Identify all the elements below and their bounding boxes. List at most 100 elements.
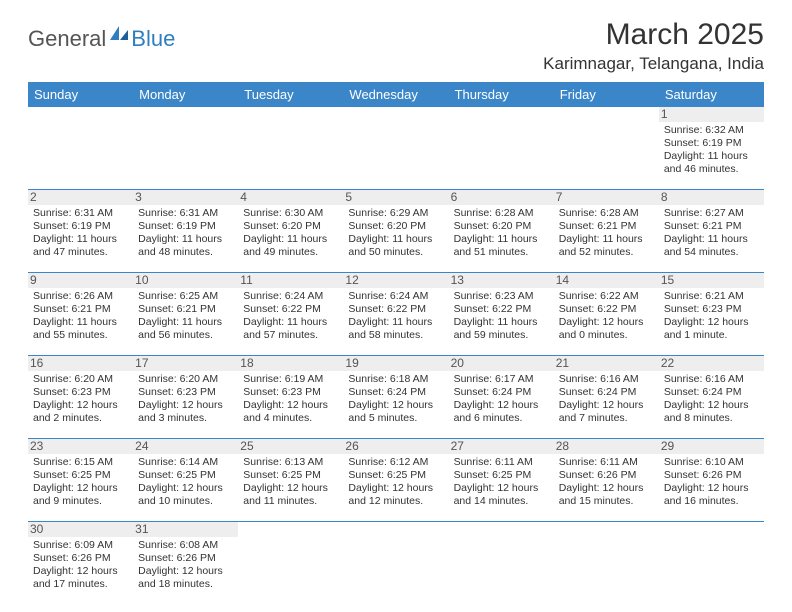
sunrise-text: Sunrise: 6:20 AM: [33, 373, 128, 386]
sunset-text: Sunset: 6:23 PM: [33, 386, 128, 399]
day-number: 17: [133, 356, 238, 371]
day-number: 14: [554, 273, 659, 288]
daylight-text: Daylight: 12 hours and 8 minutes.: [664, 399, 759, 425]
daylight-text: Daylight: 12 hours and 5 minutes.: [348, 399, 443, 425]
calendar-week-row: 23Sunrise: 6:15 AMSunset: 6:25 PMDayligh…: [28, 439, 764, 522]
sunrise-text: Sunrise: 6:28 AM: [559, 207, 654, 220]
calendar-day-cell: 10Sunrise: 6:25 AMSunset: 6:21 PMDayligh…: [133, 273, 238, 356]
daylight-text: Daylight: 11 hours and 49 minutes.: [243, 233, 338, 259]
calendar-day-cell: 21 Sunrise: 6:16 AMSunset: 6:24 PMDayligh…: [554, 356, 659, 439]
calendar-day-cell: 2Sunrise: 6:31 AMSunset: 6:19 PMDaylight…: [28, 190, 133, 273]
calendar-day-cell: 9Sunrise: 6:26 AMSunset: 6:21 PMDaylight…: [28, 273, 133, 356]
weekday-header-row: Sunday Monday Tuesday Wednesday Thursday…: [28, 82, 764, 107]
sunrise-text: Sunrise: 6:32 AM: [664, 124, 759, 137]
daylight-text: Daylight: 11 hours and 57 minutes.: [243, 316, 338, 342]
calendar-page: General Blue March 2025 Karimnagar, Tela…: [0, 0, 792, 612]
sunrise-text: Sunrise: 6:11 AM: [454, 456, 549, 469]
day-details: Sunrise: 6:24 AMSunset: 6:22 PMDaylight:…: [243, 290, 338, 343]
sunset-text: Sunset: 6:24 PM: [348, 386, 443, 399]
weekday-header: Tuesday: [238, 82, 343, 107]
sunrise-text: Sunrise: 6:08 AM: [138, 539, 233, 552]
sunset-text: Sunset: 6:26 PM: [33, 552, 128, 565]
day-number: 3: [133, 190, 238, 205]
calendar-week-row: 2Sunrise: 6:31 AMSunset: 6:19 PMDaylight…: [28, 190, 764, 273]
daylight-text: Daylight: 11 hours and 55 minutes.: [33, 316, 128, 342]
sunset-text: Sunset: 6:26 PM: [664, 469, 759, 482]
daylight-text: Daylight: 11 hours and 50 minutes.: [348, 233, 443, 259]
day-number: 2: [28, 190, 133, 205]
calendar-day-cell: [554, 107, 659, 190]
sunset-text: Sunset: 6:22 PM: [454, 303, 549, 316]
day-number: 25: [238, 439, 343, 454]
calendar-day-cell: 25Sunrise: 6:13 AMSunset: 6:25 PMDayligh…: [238, 439, 343, 522]
calendar-day-cell: [238, 522, 343, 605]
day-details: Sunrise: 6:17 AMSunset: 6:24 PMDaylight:…: [454, 373, 549, 426]
calendar-day-cell: 12Sunrise: 6:24 AMSunset: 6:22 PMDayligh…: [343, 273, 448, 356]
calendar-day-cell: 11 Sunrise: 6:24 AMSunset: 6:22 PMDayligh…: [238, 273, 343, 356]
daylight-text: Daylight: 11 hours and 46 minutes.: [664, 150, 759, 176]
calendar-day-cell: [343, 522, 448, 605]
daylight-text: Daylight: 12 hours and 3 minutes.: [138, 399, 233, 425]
sunset-text: Sunset: 6:25 PM: [348, 469, 443, 482]
daylight-text: Daylight: 11 hours and 56 minutes.: [138, 316, 233, 342]
month-title: March 2025: [543, 18, 764, 52]
day-number: 21: [554, 356, 659, 371]
daylight-text: Daylight: 12 hours and 17 minutes.: [33, 565, 128, 591]
daylight-text: Daylight: 12 hours and 1 minute.: [664, 316, 759, 342]
calendar-day-cell: [28, 107, 133, 190]
weekday-header: Saturday: [659, 82, 764, 107]
calendar-day-cell: 27Sunrise: 6:11 AMSunset: 6:25 PMDayligh…: [449, 439, 554, 522]
day-details: Sunrise: 6:15 AMSunset: 6:25 PMDaylight:…: [33, 456, 128, 509]
sunset-text: Sunset: 6:23 PM: [138, 386, 233, 399]
sunrise-text: Sunrise: 6:29 AM: [348, 207, 443, 220]
sunrise-text: Sunrise: 6:27 AM: [664, 207, 759, 220]
sunrise-text: Sunrise: 6:21 AM: [664, 290, 759, 303]
day-details: Sunrise: 6:32 AMSunset: 6:19 PMDaylight:…: [664, 124, 759, 177]
calendar-day-cell: [343, 107, 448, 190]
calendar-day-cell: 19Sunrise: 6:18 AMSunset: 6:24 PMDayligh…: [343, 356, 448, 439]
day-details: Sunrise: 6:28 AMSunset: 6:21 PMDaylight:…: [559, 207, 654, 260]
sunrise-text: Sunrise: 6:30 AM: [243, 207, 338, 220]
day-details: Sunrise: 6:11 AMSunset: 6:25 PMDaylight:…: [454, 456, 549, 509]
daylight-text: Daylight: 12 hours and 14 minutes.: [454, 482, 549, 508]
calendar-day-cell: [133, 107, 238, 190]
day-details: Sunrise: 6:30 AMSunset: 6:20 PMDaylight:…: [243, 207, 338, 260]
sunrise-text: Sunrise: 6:22 AM: [559, 290, 654, 303]
calendar-day-cell: 30Sunrise: 6:09 AMSunset: 6:26 PMDayligh…: [28, 522, 133, 605]
daylight-text: Daylight: 11 hours and 52 minutes.: [559, 233, 654, 259]
sunrise-text: Sunrise: 6:31 AM: [138, 207, 233, 220]
calendar-day-cell: 8Sunrise: 6:27 AMSunset: 6:21 PMDaylight…: [659, 190, 764, 273]
calendar-day-cell: 1Sunrise: 6:32 AMSunset: 6:19 PMDaylight…: [659, 107, 764, 190]
sail-icon: [108, 24, 130, 47]
sunset-text: Sunset: 6:22 PM: [559, 303, 654, 316]
day-details: Sunrise: 6:27 AMSunset: 6:21 PMDaylight:…: [664, 207, 759, 260]
page-header: General Blue March 2025 Karimnagar, Tela…: [28, 18, 764, 74]
day-details: Sunrise: 6:16 AMSunset: 6:24 PMDaylight:…: [559, 373, 654, 426]
sunset-text: Sunset: 6:25 PM: [454, 469, 549, 482]
calendar-day-cell: [238, 107, 343, 190]
day-details: Sunrise: 6:28 AMSunset: 6:20 PMDaylight:…: [454, 207, 549, 260]
sunrise-text: Sunrise: 6:18 AM: [348, 373, 443, 386]
daylight-text: Daylight: 11 hours and 58 minutes.: [348, 316, 443, 342]
sunset-text: Sunset: 6:21 PM: [138, 303, 233, 316]
calendar-day-cell: [449, 107, 554, 190]
calendar-day-cell: [659, 522, 764, 605]
title-block: March 2025 Karimnagar, Telangana, India: [543, 18, 764, 74]
day-number: 18: [238, 356, 343, 371]
day-number: 4: [238, 190, 343, 205]
day-details: Sunrise: 6:09 AMSunset: 6:26 PMDaylight:…: [33, 539, 128, 592]
day-number: 20: [449, 356, 554, 371]
sunset-text: Sunset: 6:22 PM: [243, 303, 338, 316]
day-number: 13: [449, 273, 554, 288]
sunset-text: Sunset: 6:22 PM: [348, 303, 443, 316]
calendar-day-cell: 20 Sunrise: 6:17 AMSunset: 6:24 PMDayligh…: [449, 356, 554, 439]
day-number: 11: [238, 273, 343, 288]
calendar-day-cell: 7Sunrise: 6:28 AMSunset: 6:21 PMDaylight…: [554, 190, 659, 273]
calendar-day-cell: 17Sunrise: 6:20 AMSunset: 6:23 PMDayligh…: [133, 356, 238, 439]
calendar-day-cell: 16Sunrise: 6:20 AMSunset: 6:23 PMDayligh…: [28, 356, 133, 439]
calendar-day-cell: 23Sunrise: 6:15 AMSunset: 6:25 PMDayligh…: [28, 439, 133, 522]
daylight-text: Daylight: 12 hours and 10 minutes.: [138, 482, 233, 508]
day-number: 10: [133, 273, 238, 288]
calendar-day-cell: 18Sunrise: 6:19 AMSunset: 6:23 PMDayligh…: [238, 356, 343, 439]
day-number: 24: [133, 439, 238, 454]
